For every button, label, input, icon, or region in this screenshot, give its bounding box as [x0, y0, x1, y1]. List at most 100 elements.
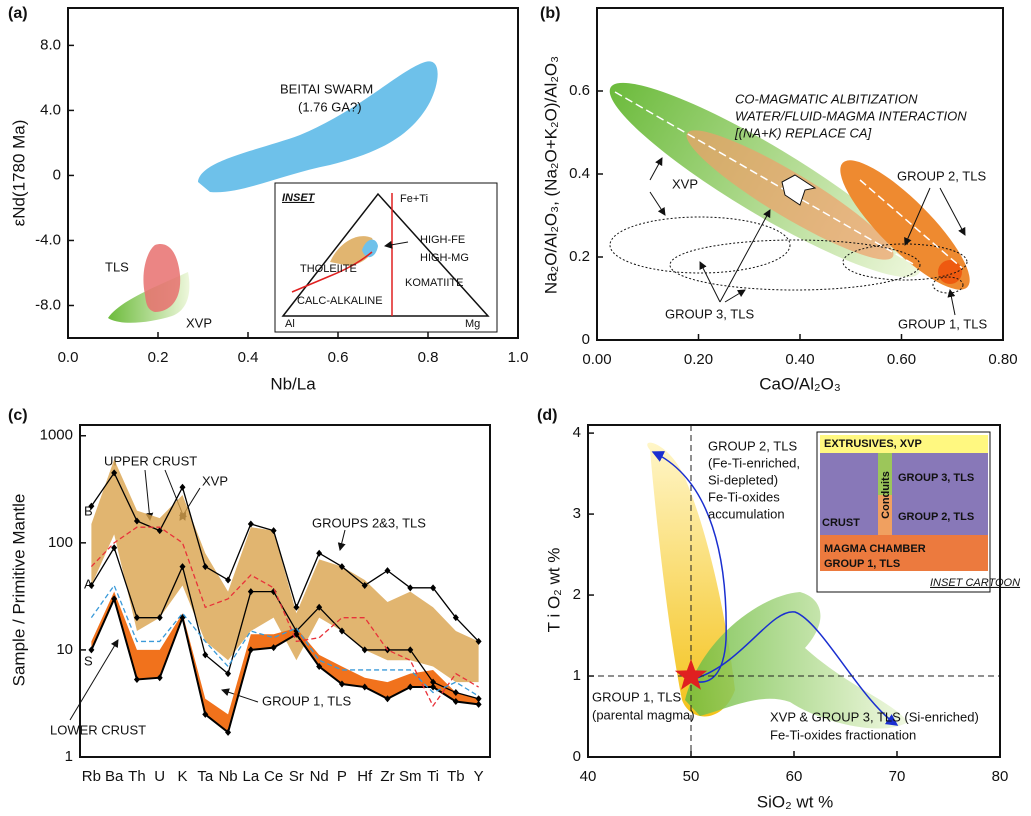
- annotation: (parental magma): [592, 707, 695, 722]
- y-tick-label: 0: [53, 166, 61, 183]
- y-tick-label: -8.0: [35, 296, 61, 313]
- annotation: Fe-Ti-oxides fractionation: [770, 727, 916, 742]
- x-axis-label: SiO₂ wt %: [757, 792, 834, 811]
- x-tick-label: 0.20: [684, 351, 713, 368]
- annotation: GROUP 3, TLS: [665, 306, 754, 321]
- marker: [316, 550, 322, 557]
- panel-label: (d): [537, 407, 557, 424]
- marker: [385, 567, 391, 574]
- series-label: LOWER CRUST: [50, 722, 146, 737]
- annotation: GROUP 1, TLS: [898, 316, 987, 331]
- x-tick-label: Tb: [447, 768, 465, 785]
- y-tick-label: 1000: [40, 427, 73, 444]
- x-tick-label: U: [154, 768, 165, 785]
- x-tick-label: 0.0: [58, 349, 79, 366]
- x-tick-label: Ba: [105, 768, 124, 785]
- inset-title: INSET CARTOON: [930, 577, 1020, 589]
- y-axis-label: T i O₂ wt %: [544, 548, 563, 633]
- annotation: Si-depleted): [708, 472, 778, 487]
- x-tick-label: Sm: [399, 768, 422, 785]
- x-tick-label: Nb: [218, 768, 237, 785]
- x-tick-label: 0.2: [148, 349, 169, 366]
- inset-label: CALC-ALKALINE: [297, 295, 383, 307]
- annotation: accumulation: [708, 506, 785, 521]
- x-tick-label: Rb: [82, 768, 101, 785]
- annotation: UPPER CRUST: [104, 453, 197, 468]
- x-tick-label: 0.6: [328, 349, 349, 366]
- x-tick-label: Th: [128, 768, 146, 785]
- annotation: [(NA+K) REPLACE CA]: [734, 125, 872, 140]
- x-tick-label: 0.40: [785, 351, 814, 368]
- x-tick-label: P: [337, 768, 347, 785]
- series-label: S: [84, 653, 93, 668]
- panel-label: (a): [8, 5, 28, 22]
- texts: (a) (b) (c) (d) Nb/La εNd(1780 Ma) CaO/A…: [8, 5, 1020, 811]
- inset-label: GROUP 1, TLS: [824, 558, 900, 570]
- x-tick-label: 0.4: [238, 349, 259, 366]
- x-tick-label: Ce: [264, 768, 283, 785]
- y-tick-label: 0: [573, 748, 581, 765]
- y-tick-label: 0.6: [569, 82, 590, 99]
- inset-label: EXTRUSIVES, XVP: [824, 438, 922, 450]
- x-tick-label: 1.0: [508, 349, 529, 366]
- inset-label: Al: [285, 318, 295, 330]
- inset-label: CRUST: [822, 517, 860, 529]
- panel-label: (c): [8, 407, 28, 424]
- x-tick-label: 80: [992, 768, 1009, 785]
- y-tick-label: 10: [56, 641, 73, 658]
- marker: [248, 520, 254, 527]
- y-tick-label: 0: [582, 331, 590, 348]
- annotation: Fe-Ti-oxides: [708, 489, 780, 504]
- y-tick-label: 2: [573, 586, 581, 603]
- inset-label: Mg: [465, 318, 480, 330]
- annotation: XVP: [672, 176, 698, 191]
- arrow: [145, 470, 150, 520]
- field-label: GROUPS 2&3, TLS: [312, 515, 426, 530]
- x-tick-label: Zr: [380, 768, 394, 785]
- y-tick-label: 1: [573, 667, 581, 684]
- x-tick-label: 60: [786, 768, 803, 785]
- arrow: [70, 640, 118, 720]
- series-label: XVP: [202, 473, 228, 488]
- y-tick-label: -4.0: [35, 231, 61, 248]
- arrow: [725, 290, 745, 302]
- annotation: XVP: [186, 315, 212, 330]
- figure: (a) (b) (c) (d) Nb/La εNd(1780 Ma) CaO/A…: [0, 0, 1031, 816]
- x-tick-label: Nd: [310, 768, 329, 785]
- arrow: [940, 188, 965, 235]
- y-tick-label: 4.0: [40, 101, 61, 118]
- arrow: [650, 158, 662, 180]
- panel-label: (b): [540, 5, 560, 22]
- arrow: [340, 530, 345, 550]
- annotation: TLS: [105, 259, 129, 274]
- inset-label: HIGH-MG: [420, 252, 469, 264]
- inset-label: GROUP 3, TLS: [898, 472, 974, 484]
- x-axis-label: CaO/Al₂O₃: [759, 374, 841, 393]
- inset-label: HIGH-FE: [420, 234, 465, 246]
- inset-label: Fe+Ti: [400, 193, 428, 205]
- x-tick-label: Y: [474, 768, 484, 785]
- inset-label: GROUP 2, TLS: [898, 511, 974, 523]
- x-tick-label: 70: [889, 768, 906, 785]
- x-tick-label: Ti: [427, 768, 439, 785]
- y-tick-label: 4: [573, 424, 581, 441]
- marker: [225, 576, 231, 583]
- y-axis-label: Na₂O/Al₂O₃, (Na₂O+K₂O)/Al₂O₃: [541, 56, 560, 294]
- x-tick-label: K: [177, 768, 187, 785]
- x-tick-label: 0.00: [582, 351, 611, 368]
- y-tick-label: 0.4: [569, 165, 590, 182]
- y-tick-label: 3: [573, 505, 581, 522]
- inset-label: MAGMA CHAMBER: [824, 543, 926, 555]
- annotation: (1.76 GA?): [298, 99, 362, 114]
- arrow: [700, 262, 720, 302]
- x-tick-label: 0.80: [988, 351, 1017, 368]
- group1-field: [938, 260, 962, 284]
- annotation: GROUP 2, TLS: [708, 438, 797, 453]
- y-tick-label: 8.0: [40, 36, 61, 53]
- inset-label: Conduits: [880, 471, 892, 519]
- x-tick-label: Sr: [289, 768, 304, 785]
- annotation: XVP & GROUP 3, TLS (Si-enriched): [770, 709, 979, 724]
- y-axis-label: εNd(1780 Ma): [9, 120, 28, 227]
- y-tick-label: 0.2: [569, 248, 590, 265]
- arrow: [650, 192, 665, 215]
